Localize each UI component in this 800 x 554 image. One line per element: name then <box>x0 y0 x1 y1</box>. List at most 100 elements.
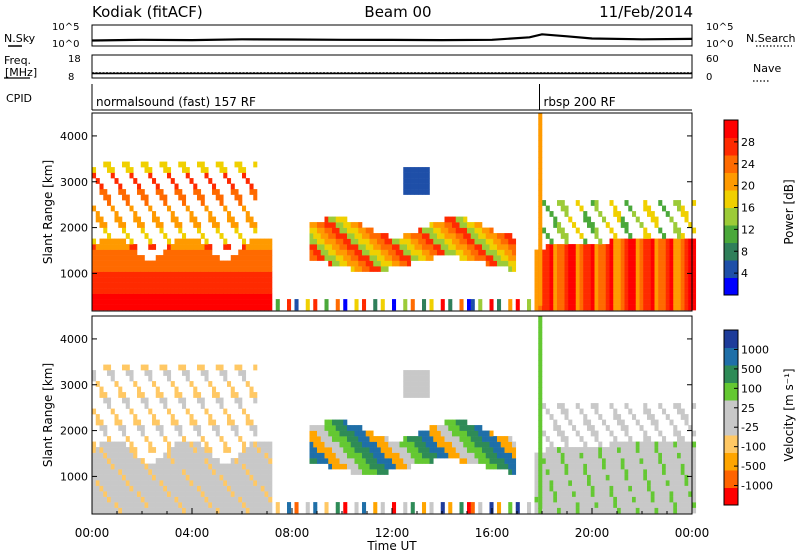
heatmap-cell <box>560 458 565 464</box>
heatmap-cell <box>594 496 599 503</box>
heatmap-cell <box>534 496 539 503</box>
heatmap-cell <box>598 260 603 267</box>
heatmap-cell <box>455 222 460 228</box>
heatmap-cell <box>560 205 565 212</box>
heatmap-cell <box>189 419 194 426</box>
heatmap-cell <box>542 293 547 300</box>
heatmap-cell <box>245 414 250 420</box>
heatmap-cell <box>598 474 603 481</box>
heatmap-cell <box>500 441 505 448</box>
heatmap-cell <box>560 227 565 234</box>
heatmap-cell <box>407 172 412 179</box>
heatmap-cell <box>587 458 592 464</box>
heatmap-cell <box>167 480 172 486</box>
heatmap-cell <box>384 260 389 267</box>
heatmap-cell <box>407 386 412 393</box>
heatmap-cell <box>680 266 685 272</box>
heatmap-cell <box>287 507 292 514</box>
heatmap-cell <box>583 288 588 294</box>
heatmap-cell <box>197 474 202 481</box>
heatmap-cell <box>373 458 378 464</box>
heatmap-cell <box>425 227 430 234</box>
heatmap-cell <box>354 507 359 514</box>
heatmap-cell <box>620 260 625 267</box>
heatmap-cell <box>650 211 655 217</box>
heatmap-cell <box>99 271 104 278</box>
heatmap-cell <box>545 469 550 475</box>
heatmap-cell <box>534 271 539 278</box>
heatmap-cell <box>92 271 97 278</box>
heatmap-cell <box>410 436 415 442</box>
heatmap-cell <box>489 238 494 245</box>
heatmap-cell <box>110 266 115 272</box>
heatmap-cell <box>354 222 359 228</box>
heatmap-cell <box>107 167 112 173</box>
heatmap-cell <box>692 441 697 448</box>
heatmap-cell <box>647 408 652 415</box>
heatmap-cell <box>103 189 108 195</box>
colorbar-swatch <box>724 242 738 261</box>
heatmap-cell <box>602 463 607 470</box>
heatmap-cell <box>204 293 209 300</box>
heatmap-cell <box>103 452 108 459</box>
heatmap-cell <box>692 293 697 300</box>
heatmap-cell <box>212 183 217 190</box>
heatmap-cell <box>605 507 610 514</box>
heatmap-cell <box>463 447 468 453</box>
heatmap-cell <box>538 289 543 295</box>
heatmap-cell <box>245 381 250 387</box>
heatmap-cell <box>354 502 359 508</box>
heatmap-cell <box>418 183 423 190</box>
heatmap-cell <box>148 282 153 289</box>
heatmap-cell <box>635 452 640 459</box>
heatmap-cell <box>110 277 115 283</box>
heatmap-cell <box>275 502 280 508</box>
heatmap-cell <box>215 430 220 437</box>
heatmap-cell <box>553 425 558 431</box>
heatmap-cell <box>197 441 202 448</box>
heatmap-cell <box>99 244 104 250</box>
heatmap-cell <box>185 458 190 464</box>
heatmap-cell <box>557 452 562 459</box>
heatmap-cell <box>605 293 610 300</box>
heatmap-cell <box>388 447 393 453</box>
heatmap-cell <box>403 167 408 173</box>
heatmap-cell <box>200 233 205 239</box>
heatmap-cell <box>650 293 655 300</box>
heatmap-cell <box>167 205 172 212</box>
heatmap-cell <box>542 430 547 437</box>
heatmap-cell <box>605 474 610 481</box>
heatmap-cell <box>538 190 543 196</box>
heatmap-cell <box>560 480 565 486</box>
heatmap-cell <box>407 381 412 387</box>
heatmap-cell <box>103 238 108 245</box>
heatmap-cell <box>444 430 449 437</box>
heatmap-cell <box>129 375 134 382</box>
heatmap-cell <box>257 496 262 503</box>
heatmap-cell <box>654 288 659 294</box>
heatmap-cell <box>677 408 682 415</box>
heatmap-cell <box>148 299 153 305</box>
heatmap-cell <box>594 491 599 497</box>
heatmap-cell <box>227 271 232 278</box>
heatmap-cell <box>339 458 344 464</box>
heatmap-cell <box>613 452 618 459</box>
heatmap-cell <box>122 463 127 470</box>
time-tick-label: 16:00 <box>475 526 510 540</box>
cpid-label: CPID <box>6 92 32 105</box>
heatmap-cell <box>275 507 280 514</box>
heatmap-cell <box>437 227 442 234</box>
heatmap-cell <box>317 227 322 234</box>
heatmap-cell <box>193 425 198 431</box>
colorbar-tick-label: 25 <box>741 402 755 415</box>
heatmap-cell <box>467 222 472 228</box>
heatmap-cell <box>140 266 145 272</box>
heatmap-cell <box>144 293 149 300</box>
heatmap-cell <box>107 436 112 442</box>
heatmap-cell <box>144 277 149 283</box>
heatmap-cell <box>617 474 622 481</box>
heatmap-cell <box>564 447 569 453</box>
heatmap-cell <box>594 266 599 272</box>
heatmap-cell <box>538 343 543 350</box>
heatmap-cell <box>508 255 513 261</box>
